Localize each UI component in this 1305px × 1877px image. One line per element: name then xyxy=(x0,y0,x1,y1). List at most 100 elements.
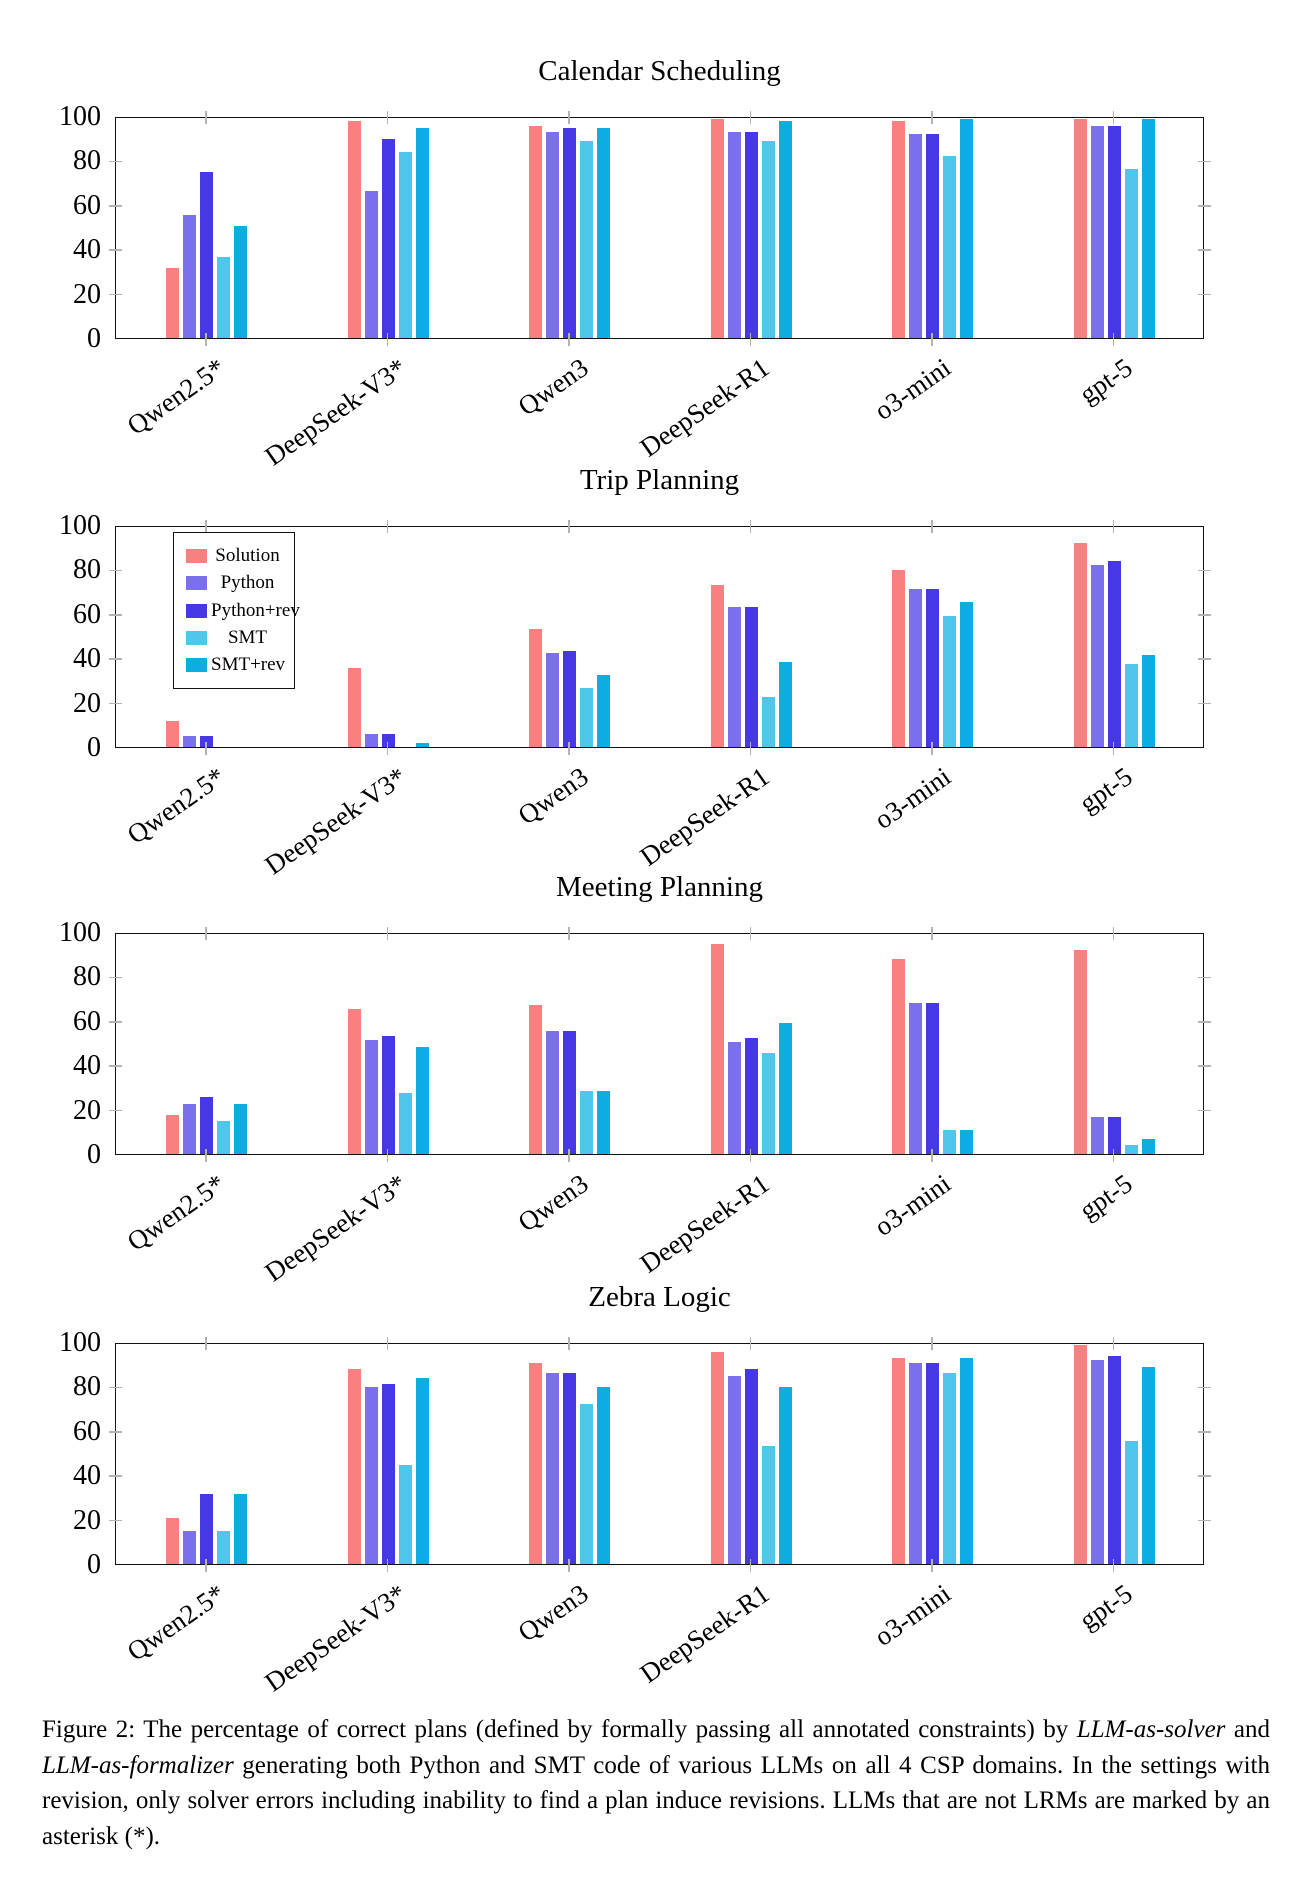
legend-swatch xyxy=(186,576,207,591)
bar-python-rev xyxy=(381,1035,395,1154)
bar-solution xyxy=(710,1351,724,1564)
x-tick-mark xyxy=(386,519,388,533)
y-tick-mark-left xyxy=(108,249,122,251)
bar-smt xyxy=(398,151,412,338)
bar-python-rev xyxy=(381,733,395,747)
y-tick-mark-left xyxy=(108,205,122,207)
x-axis-label: Qwen2.5* xyxy=(121,1578,231,1667)
bar-python-rev xyxy=(1107,560,1121,747)
x-tick-mark xyxy=(568,332,570,346)
y-tick-mark-right xyxy=(1197,160,1211,163)
bar-group-deepseek-r1 xyxy=(709,527,793,747)
y-axis-tick-label: 100 xyxy=(59,101,101,132)
x-tick-mark xyxy=(931,519,933,533)
figure-caption: Figure 2: The percentage of correct plan… xyxy=(42,1712,1270,1854)
y-tick-mark-right xyxy=(1197,1475,1211,1477)
bar-solution xyxy=(347,1369,361,1564)
bar-python-rev xyxy=(926,1362,940,1564)
x-tick-mark xyxy=(386,926,388,940)
legend-label: Python+rev xyxy=(211,599,300,621)
y-tick-mark-right xyxy=(1197,249,1211,251)
bar-smt xyxy=(761,140,775,338)
bar-smt xyxy=(943,1373,957,1564)
chart-title: Trip Planning xyxy=(579,464,740,496)
x-axis-label: DeepSeek-R1 xyxy=(634,352,775,463)
x-axis-label: gpt-5 xyxy=(1073,352,1138,410)
x-tick-mark xyxy=(205,926,207,940)
y-tick-mark-left xyxy=(108,614,122,616)
bar-smt-rev xyxy=(778,121,792,338)
x-axis-label: DeepSeek-R1 xyxy=(634,1168,775,1279)
legend-swatch xyxy=(186,658,207,673)
y-axis-tick-label: 0 xyxy=(87,323,101,354)
y-tick-mark-right xyxy=(1197,658,1211,660)
x-tick-mark xyxy=(1112,332,1114,346)
bar-python xyxy=(909,134,923,338)
bar-group-qwen3 xyxy=(528,934,612,1154)
bar-solution xyxy=(1073,1345,1087,1564)
bar-solution xyxy=(710,119,724,338)
bar-python xyxy=(727,606,741,747)
bar-group-deepseek-r1 xyxy=(709,1344,793,1564)
x-tick-mark xyxy=(568,1148,570,1162)
bar-python-rev xyxy=(563,1031,577,1154)
bar-python-rev xyxy=(200,1097,214,1154)
x-tick-mark xyxy=(1112,926,1114,940)
bar-smt-rev xyxy=(597,674,611,747)
legend-label: Solution xyxy=(215,544,280,566)
x-tick-mark xyxy=(205,1336,207,1350)
bar-solution xyxy=(892,1358,906,1564)
bar-solution xyxy=(529,1362,543,1564)
plot-area xyxy=(115,117,1204,339)
x-tick-mark xyxy=(931,741,933,755)
y-axis-tick-label: 100 xyxy=(59,917,101,948)
bar-group-qwen3 xyxy=(528,1344,612,1564)
x-tick-mark xyxy=(1112,741,1114,755)
legend-label: SMT+rev xyxy=(211,654,286,676)
x-tick-mark xyxy=(749,332,751,346)
bar-smt xyxy=(943,615,957,747)
y-tick-mark-right xyxy=(1197,614,1211,616)
bar-group-deepseek-v3 xyxy=(346,1344,430,1564)
x-axis-label: o3-mini xyxy=(869,1578,957,1652)
y-tick-mark-right xyxy=(1197,1021,1211,1023)
x-tick-mark xyxy=(749,1558,751,1572)
y-tick-mark-left xyxy=(108,1386,122,1389)
bar-smt-rev xyxy=(234,1493,248,1564)
x-tick-mark xyxy=(568,926,570,940)
y-tick-mark-left xyxy=(108,1519,122,1522)
y-tick-mark-left xyxy=(108,1431,122,1433)
x-tick-mark xyxy=(205,110,207,124)
x-axis-label: o3-mini xyxy=(869,352,957,426)
bar-python-rev xyxy=(563,127,577,338)
bar-solution xyxy=(710,943,724,1154)
bar-solution xyxy=(347,668,361,747)
bar-smt-rev xyxy=(415,742,429,747)
x-axis-label: gpt-5 xyxy=(1073,1168,1138,1226)
bar-smt-rev xyxy=(597,1090,611,1154)
bar-python-rev xyxy=(926,589,940,747)
bar-group-qwen3 xyxy=(528,118,612,338)
bar-group-deepseek-v3 xyxy=(346,934,430,1154)
bar-python xyxy=(909,1002,923,1154)
y-axis-tick-label: 40 xyxy=(73,1050,101,1082)
bar-python-rev xyxy=(926,1002,940,1154)
bar-python-rev xyxy=(563,1373,577,1564)
bar-python-rev xyxy=(1107,1116,1121,1154)
y-axis-tick-label: 20 xyxy=(73,1094,101,1126)
y-tick-mark-left xyxy=(108,976,122,979)
bar-python xyxy=(727,132,741,338)
bar-group-deepseek-r1 xyxy=(709,118,793,338)
bar-solution xyxy=(1073,950,1087,1154)
x-tick-mark xyxy=(205,741,207,755)
caption-italic-run: LLM-as-formalizer xyxy=(42,1751,234,1779)
y-tick-mark-left xyxy=(108,702,122,705)
bar-solution xyxy=(166,1114,180,1154)
x-axis-label: Qwen3 xyxy=(512,1168,594,1238)
y-axis-tick-label: 40 xyxy=(73,643,101,675)
bar-smt-rev xyxy=(960,602,974,747)
x-axis-label: Qwen3 xyxy=(512,1578,594,1648)
bar-smt-rev xyxy=(960,1129,974,1154)
x-axis-label: gpt-5 xyxy=(1073,1578,1138,1636)
bar-python-rev xyxy=(744,606,758,747)
